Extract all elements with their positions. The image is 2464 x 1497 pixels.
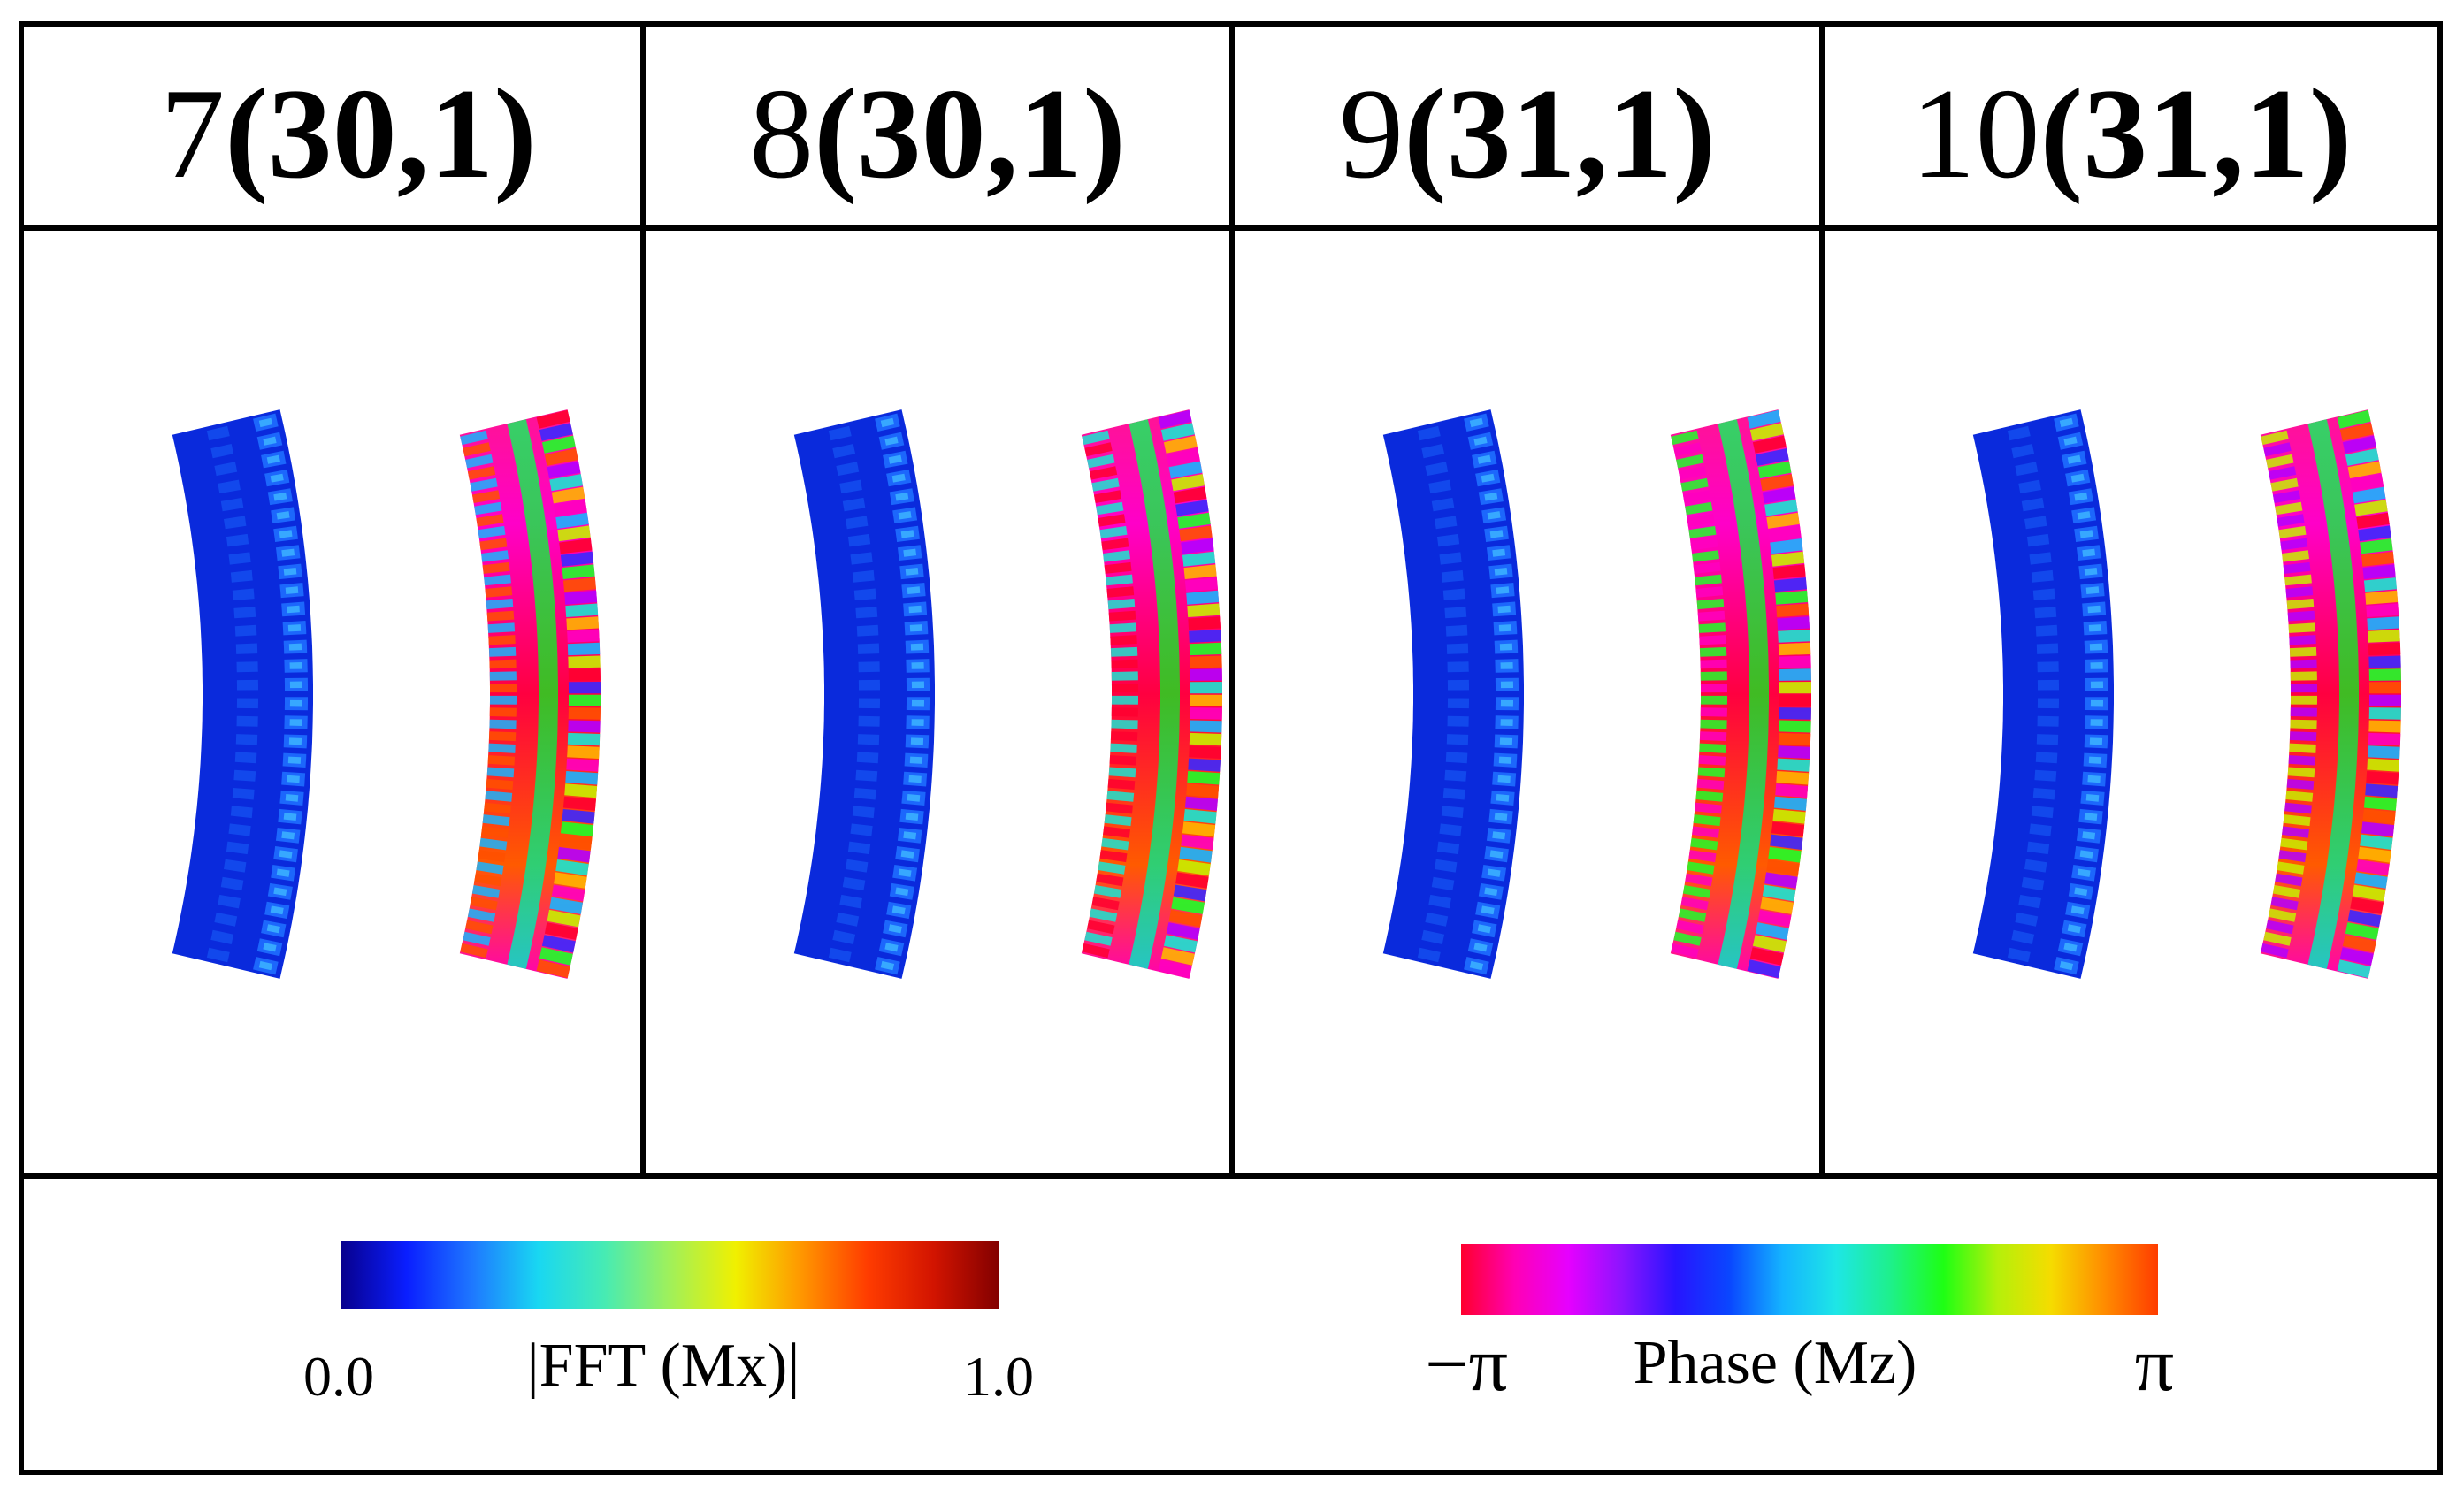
phase-min-label: −π bbox=[1425, 1322, 1508, 1408]
panel-header-1: 7(30,1) bbox=[160, 62, 537, 205]
phase-title: Phase (Mz) bbox=[1634, 1329, 1917, 1397]
amplitude-colorbar-bar bbox=[341, 1241, 999, 1309]
amplitude-map bbox=[793, 409, 935, 979]
panel-2 bbox=[793, 409, 1222, 979]
phase-map bbox=[2260, 409, 2401, 979]
panel-1 bbox=[172, 409, 601, 979]
panel-3 bbox=[1382, 409, 1811, 979]
amplitude-title: |FFT (Mx)| bbox=[527, 1332, 800, 1400]
table-frame bbox=[19, 21, 2443, 1475]
phase-map bbox=[459, 409, 601, 979]
phase-map bbox=[1081, 409, 1222, 979]
amplitude-colorbar: 0.0 |FFT (Mx)| 1.0 bbox=[303, 1241, 1034, 1408]
amplitude-map bbox=[1382, 409, 1524, 979]
amplitude-min-label: 0.0 bbox=[303, 1345, 374, 1408]
amplitude-max-label: 1.0 bbox=[963, 1345, 1034, 1408]
header-row: 7(30,1) 8(30,1) 9(31,1) 10(31,1) bbox=[160, 62, 2352, 205]
panel-header-2: 8(30,1) bbox=[749, 62, 1126, 205]
phase-map bbox=[1670, 409, 1811, 979]
phase-max-label: π bbox=[2135, 1322, 2174, 1408]
phase-colorbar: −π Phase (Mz) π bbox=[1425, 1244, 2174, 1408]
amplitude-map bbox=[172, 409, 313, 979]
panel-4 bbox=[1972, 409, 2401, 979]
phase-colorbar-bar bbox=[1461, 1244, 2158, 1315]
panel-header-3: 9(31,1) bbox=[1339, 62, 1716, 205]
amplitude-map bbox=[1972, 409, 2114, 979]
mode-maps bbox=[172, 409, 2401, 979]
panel-header-4: 10(31,1) bbox=[1911, 62, 2353, 205]
